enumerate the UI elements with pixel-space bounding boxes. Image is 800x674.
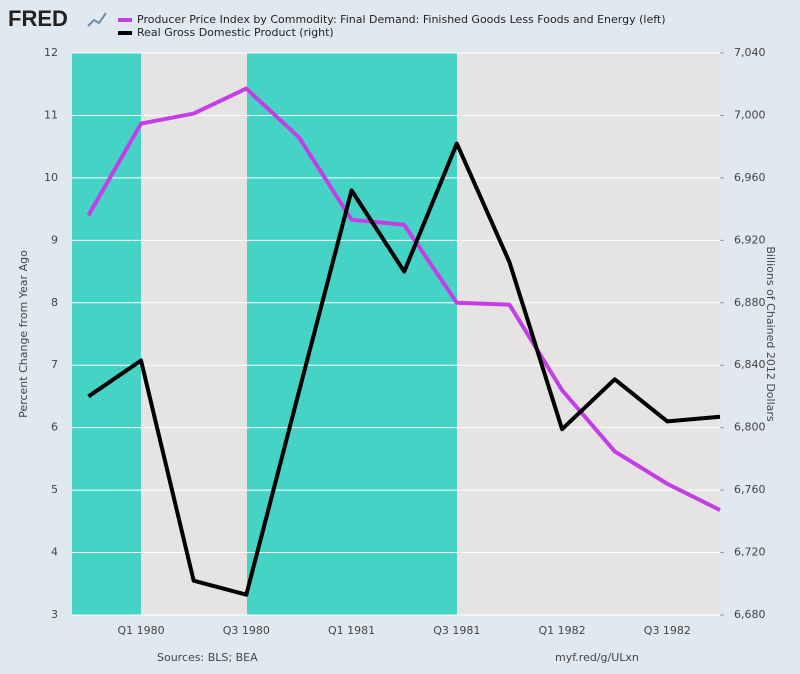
y2-tick-label: 7,000 <box>734 108 766 121</box>
y2-tick-label: 6,960 <box>734 171 766 184</box>
x-tick-label: Q1 1981 <box>328 624 375 637</box>
y-tick-label: 8 <box>51 296 58 309</box>
logo-icon <box>87 12 107 27</box>
y2-tick-label: 6,680 <box>734 608 766 621</box>
legend-swatch <box>118 18 132 22</box>
y-tick-label: 7 <box>51 358 58 371</box>
x-tick-label: Q3 1982 <box>644 624 691 637</box>
y2-tick-label: 6,760 <box>734 483 766 496</box>
y2-tick-label: 6,720 <box>734 546 766 559</box>
series-line <box>87 141 721 597</box>
y2-tick-label: 6,800 <box>734 421 766 434</box>
series-line <box>86 86 721 512</box>
y-tick-label: 9 <box>51 233 58 246</box>
x-tick-label: Q3 1981 <box>433 624 480 637</box>
source: Sources: BLS; BEA <box>157 651 258 664</box>
y-tick-label: 12 <box>44 46 58 59</box>
legend-label: Producer Price Index by Commodity: Final… <box>137 13 666 26</box>
y2-tick-label: 6,880 <box>734 296 766 309</box>
y2-tick-label: 6,920 <box>734 233 766 246</box>
link: myf.red/g/ULxn <box>555 651 639 664</box>
y2-axis-label: Billions of Chained 2012 Dollars <box>764 246 777 422</box>
y-axis-label: Percent Change from Year Ago <box>17 250 30 418</box>
shaded-period <box>72 53 141 615</box>
y-tick-label: 4 <box>51 546 58 559</box>
y-tick-label: 10 <box>44 171 58 184</box>
y-tick-label: 11 <box>44 108 58 121</box>
y-tick-label: 6 <box>51 421 58 434</box>
x-tick-label: Q3 1980 <box>223 624 270 637</box>
x-tick-label: Q1 1980 <box>117 624 164 637</box>
y2-tick-label: 6,840 <box>734 358 766 371</box>
y-tick-label: 3 <box>51 608 58 621</box>
logo: FRED <box>8 6 68 31</box>
legend-swatch <box>118 31 132 35</box>
y2-tick-label: 7,040 <box>734 46 766 59</box>
legend-label: Real Gross Domestic Product (right) <box>137 26 334 39</box>
x-tick-label: Q1 1982 <box>539 624 586 637</box>
shaded-period <box>247 53 457 615</box>
y-tick-label: 5 <box>51 483 58 496</box>
